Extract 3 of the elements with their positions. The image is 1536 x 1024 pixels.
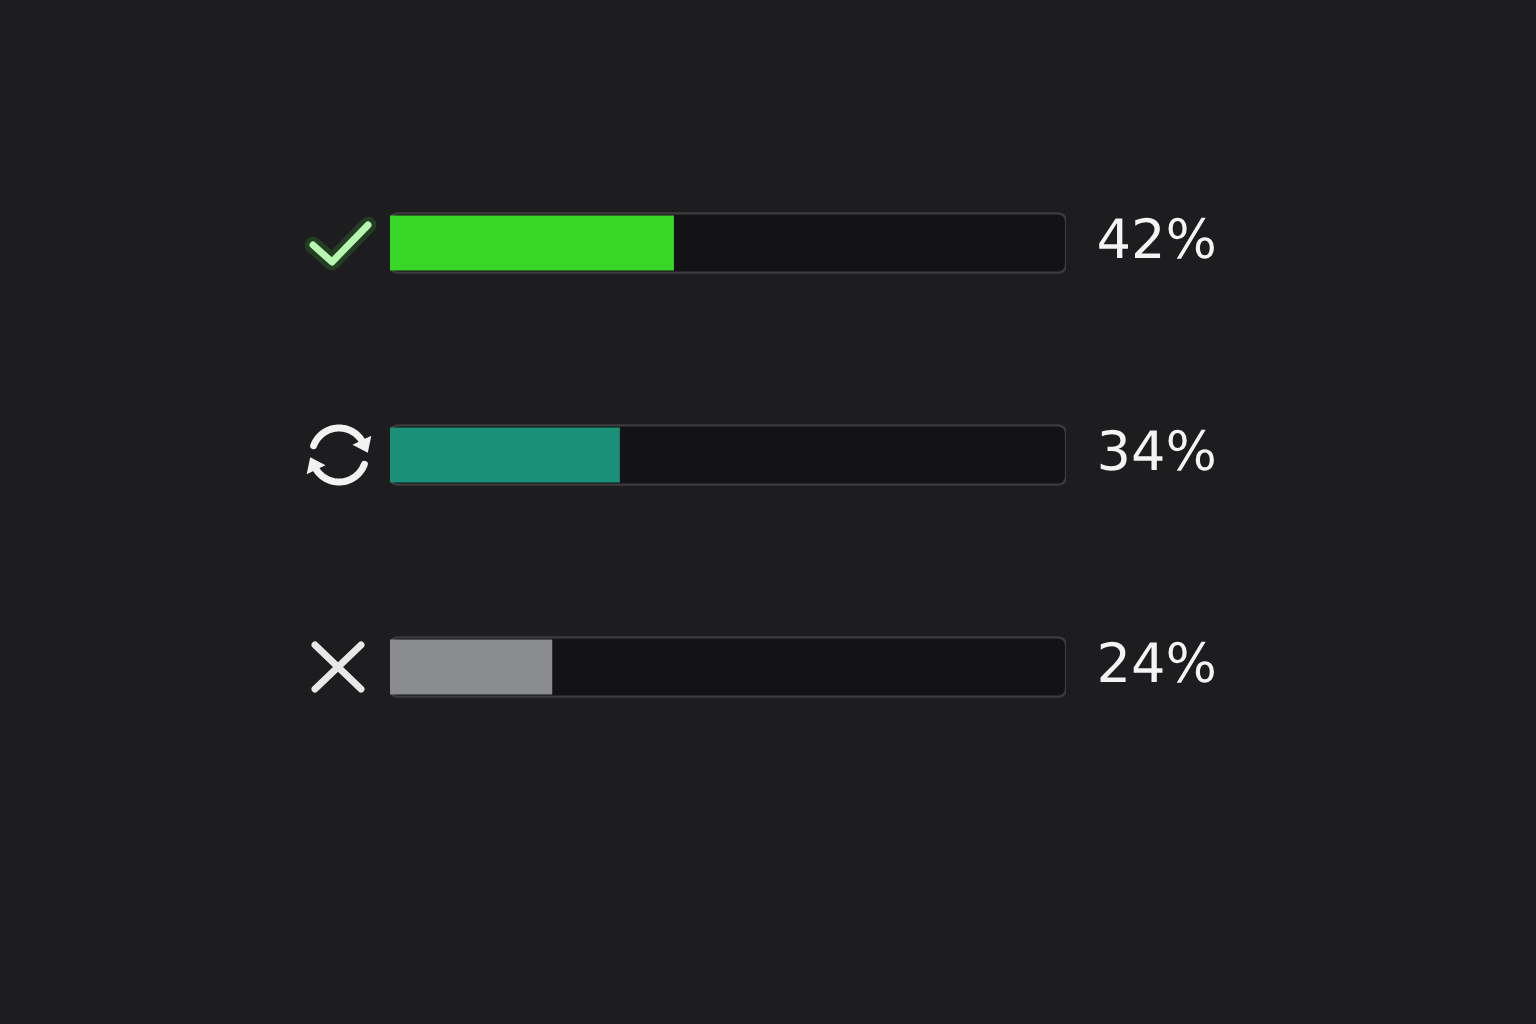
data-label: 24% (1100, 641, 1214, 683)
data-label: 42% (1099, 217, 1214, 259)
data-label: 34% (1100, 429, 1214, 471)
